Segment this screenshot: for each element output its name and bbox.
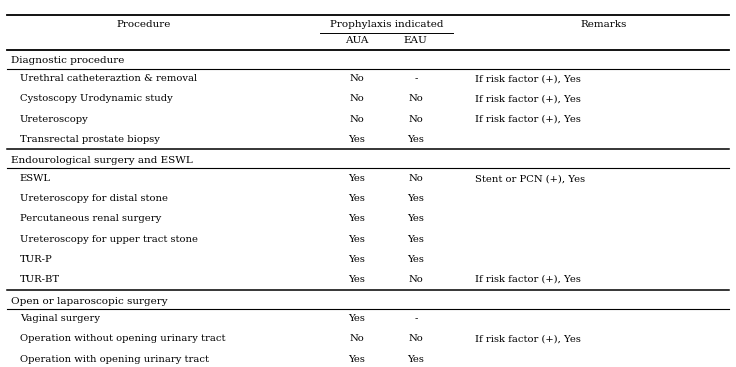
Text: If risk factor (+), Yes: If risk factor (+), Yes [475,334,581,344]
Text: Yes: Yes [349,214,365,224]
Text: Operation without opening urinary tract: Operation without opening urinary tract [20,334,225,344]
Text: Yes: Yes [349,275,365,284]
Text: No: No [408,334,423,344]
Text: No: No [350,115,364,124]
Text: Yes: Yes [408,235,424,244]
Text: Ureteroscopy: Ureteroscopy [20,115,88,124]
Text: If risk factor (+), Yes: If risk factor (+), Yes [475,275,581,284]
Text: Endourological surgery and ESWL: Endourological surgery and ESWL [11,156,193,165]
Text: Urethral catheteraztion & removal: Urethral catheteraztion & removal [20,74,197,83]
Text: No: No [408,174,423,183]
Text: Yes: Yes [349,314,365,323]
Text: Yes: Yes [408,194,424,203]
Text: No: No [350,74,364,83]
Text: Operation with opening urinary tract: Operation with opening urinary tract [20,355,209,364]
Text: If risk factor (+), Yes: If risk factor (+), Yes [475,115,581,124]
Text: If risk factor (+), Yes: If risk factor (+), Yes [475,74,581,83]
Text: Yes: Yes [349,194,365,203]
Text: AUA: AUA [345,36,369,45]
Text: Yes: Yes [408,135,424,144]
Text: Remarks: Remarks [580,21,627,29]
Text: No: No [350,94,364,103]
Text: Procedure: Procedure [116,21,171,29]
Text: Yes: Yes [408,355,424,364]
Text: Yes: Yes [349,174,365,183]
Text: No: No [350,334,364,344]
Text: Yes: Yes [349,255,365,264]
Text: Cystoscopy Urodynamic study: Cystoscopy Urodynamic study [20,94,173,103]
Text: Ureteroscopy for upper tract stone: Ureteroscopy for upper tract stone [20,235,198,244]
Text: Vaginal surgery: Vaginal surgery [20,314,100,323]
Text: Yes: Yes [349,235,365,244]
Text: EAU: EAU [404,36,428,45]
Text: Percutaneous renal surgery: Percutaneous renal surgery [20,214,161,224]
Text: Yes: Yes [349,355,365,364]
Text: No: No [408,94,423,103]
Text: No: No [408,275,423,284]
Text: Open or laparoscopic surgery: Open or laparoscopic surgery [11,297,168,305]
Text: ESWL: ESWL [20,174,51,183]
Text: No: No [408,115,423,124]
Text: Transrectal prostate biopsy: Transrectal prostate biopsy [20,135,160,144]
Text: Stent or PCN (+), Yes: Stent or PCN (+), Yes [475,174,585,183]
Text: TUR-P: TUR-P [20,255,52,264]
Text: -: - [414,74,417,83]
Text: If risk factor (+), Yes: If risk factor (+), Yes [475,94,581,103]
Text: -: - [414,314,417,323]
Text: Yes: Yes [408,214,424,224]
Text: Yes: Yes [408,255,424,264]
Text: Ureteroscopy for distal stone: Ureteroscopy for distal stone [20,194,168,203]
Text: Yes: Yes [349,135,365,144]
Text: Diagnostic procedure: Diagnostic procedure [11,57,124,65]
Text: Prophylaxis indicated: Prophylaxis indicated [330,21,443,29]
Text: TUR-BT: TUR-BT [20,275,60,284]
